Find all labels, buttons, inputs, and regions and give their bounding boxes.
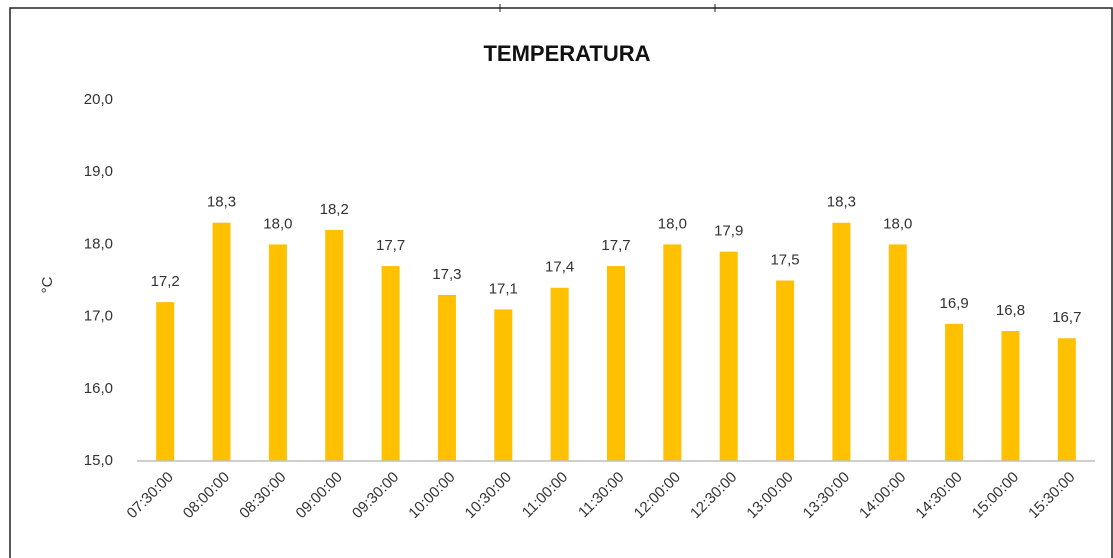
data-label: 18,3 — [207, 194, 236, 211]
data-label: 18,0 — [263, 215, 292, 232]
bar — [607, 266, 625, 461]
chart-title: TEMPERATURA — [483, 41, 650, 66]
y-tick-label: 19,0 — [84, 163, 113, 180]
bar — [663, 244, 682, 461]
chart-frame — [9, 7, 1113, 558]
data-label: 16,8 — [996, 302, 1025, 319]
data-label: 17,7 — [601, 237, 630, 254]
data-label: 17,1 — [489, 280, 518, 297]
data-label: 17,5 — [770, 251, 799, 268]
y-tick-label: 17,0 — [84, 308, 113, 325]
bar — [381, 266, 400, 461]
data-label: 16,7 — [1052, 309, 1081, 326]
bar — [832, 222, 851, 461]
bar — [325, 229, 344, 461]
bar — [888, 244, 907, 461]
bar — [550, 287, 569, 461]
data-label: 18,3 — [827, 194, 856, 211]
bar — [1057, 338, 1076, 461]
data-label: 16,9 — [940, 295, 969, 312]
data-label: 18,0 — [658, 215, 687, 232]
bar — [212, 222, 231, 461]
y-tick-label: 16,0 — [84, 380, 113, 397]
bar — [1001, 331, 1020, 461]
bar — [268, 244, 287, 461]
bar — [156, 302, 175, 461]
data-label: 17,4 — [545, 259, 574, 276]
bar — [494, 309, 513, 461]
data-label: 17,3 — [432, 266, 461, 283]
bar — [719, 251, 738, 461]
bar — [776, 280, 795, 461]
data-label: 18,2 — [320, 201, 349, 218]
y-tick-label: 18,0 — [84, 235, 113, 252]
y-tick-label: 15,0 — [84, 452, 113, 469]
data-label: 17,2 — [151, 273, 180, 290]
bar — [437, 294, 456, 461]
data-label: 17,7 — [376, 237, 405, 254]
data-label: 18,0 — [883, 215, 912, 232]
data-label: 17,9 — [714, 223, 743, 240]
y-axis-label: °C — [39, 276, 56, 293]
bar — [945, 323, 964, 461]
y-tick-label: 20,0 — [84, 91, 113, 108]
